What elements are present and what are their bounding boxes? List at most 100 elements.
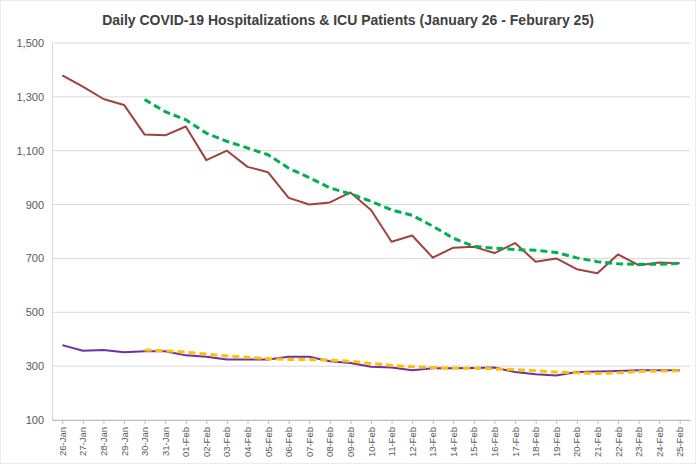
x-tick: 20-Feb: [571, 420, 582, 457]
x-tick: 07-Feb: [304, 420, 315, 457]
x-tick-mark: [103, 420, 104, 424]
x-tick: 06-Feb: [283, 420, 294, 457]
x-tick: 02-Feb: [201, 420, 212, 457]
x-tick-mark: [186, 420, 187, 424]
x-tick-label: 24-Feb: [654, 427, 665, 457]
x-tick-label: 31-Jan: [160, 427, 171, 456]
x-tick-label: 06-Feb: [283, 427, 294, 457]
x-tick-label: 25-Feb: [674, 427, 685, 457]
grid-line: [52, 150, 690, 151]
series-line: [145, 100, 680, 265]
y-tick-label: 1,300: [16, 91, 44, 103]
x-tick-label: 05-Feb: [263, 427, 274, 457]
x-tick-label: 30-Jan: [139, 427, 150, 456]
x-tick-mark: [124, 420, 125, 424]
y-tick-label: 300: [26, 360, 44, 372]
y-tick: 1,300: [16, 91, 52, 103]
y-tick: 500: [26, 306, 52, 318]
x-tick: 11-Feb: [386, 420, 397, 456]
x-tick: 27-Jan: [77, 420, 88, 456]
y-tick: 700: [26, 252, 52, 264]
x-tick-label: 18-Feb: [530, 427, 541, 457]
x-tick-mark: [433, 420, 434, 424]
y-axis-line: [52, 44, 53, 421]
x-tick-mark: [597, 420, 598, 424]
x-tick-mark: [165, 420, 166, 424]
x-tick-mark: [227, 420, 228, 424]
x-tick: 14-Feb: [448, 420, 459, 457]
x-tick-mark: [248, 420, 249, 424]
x-tick: 26-Jan: [57, 420, 68, 456]
x-tick-mark: [515, 420, 516, 424]
x-tick-label: 10-Feb: [366, 427, 377, 457]
x-axis: 26-Jan 27-Jan 28-Jan 29-Jan 30-Jan 31-Jan 01-F…: [53, 420, 691, 457]
x-tick-mark: [536, 420, 537, 424]
x-tick-mark: [309, 420, 310, 424]
x-tick: 05-Feb: [263, 420, 274, 457]
x-tick-mark: [83, 420, 84, 424]
y-tick-label: 100: [26, 414, 44, 426]
x-tick-label: 02-Feb: [201, 427, 212, 457]
x-tick-label: 22-Feb: [613, 427, 624, 457]
series-line: [62, 75, 679, 273]
chart: 100 300 500 700 900 1,100 1,300 1,500 26-Jan 27-J…: [0, 0, 696, 464]
x-tick: 30-Jan: [139, 420, 150, 456]
x-tick-mark: [62, 420, 63, 424]
x-tick-label: 20-Feb: [571, 427, 582, 457]
grid-line: [52, 96, 690, 97]
x-tick: 09-Feb: [345, 420, 356, 457]
y-tick-label: 500: [26, 306, 44, 318]
x-tick: 03-Feb: [221, 420, 232, 457]
y-tick: 900: [26, 199, 52, 211]
x-tick-label: 13-Feb: [427, 427, 438, 457]
x-tick: 10-Feb: [366, 420, 377, 457]
x-tick-mark: [639, 420, 640, 424]
plot-area: [62, 75, 679, 375]
x-tick-mark: [618, 420, 619, 424]
x-tick-mark: [556, 420, 557, 424]
x-tick-mark: [371, 420, 372, 424]
x-tick-mark: [145, 420, 146, 424]
x-tick: 23-Feb: [633, 420, 644, 457]
y-tick-label: 700: [26, 252, 44, 264]
x-tick: 24-Feb: [654, 420, 665, 457]
x-tick-label: 27-Jan: [77, 427, 88, 456]
x-tick: 08-Feb: [324, 420, 335, 457]
x-tick-label: 01-Feb: [180, 427, 191, 457]
x-tick-label: 11-Feb: [386, 427, 397, 456]
y-tick: 100: [26, 414, 52, 426]
series-line: [62, 345, 679, 375]
y-tick-label: 900: [26, 199, 44, 211]
x-tick-label: 26-Jan: [57, 427, 68, 456]
x-tick-label: 09-Feb: [345, 427, 356, 457]
x-tick: 12-Feb: [407, 420, 418, 457]
x-tick: 17-Feb: [510, 420, 521, 457]
grid-line: [52, 312, 690, 313]
grid-line: [52, 43, 690, 44]
y-tick-label: 1,500: [16, 37, 44, 49]
x-tick: 16-Feb: [489, 420, 500, 457]
x-tick-mark: [659, 420, 660, 424]
x-tick: 29-Jan: [119, 420, 130, 456]
x-tick-mark: [330, 420, 331, 424]
x-tick-label: 21-Feb: [592, 427, 603, 457]
y-tick-label: 1,100: [16, 145, 44, 157]
x-tick-mark: [680, 420, 681, 424]
x-tick: 04-Feb: [242, 420, 253, 457]
x-tick-mark: [392, 420, 393, 424]
x-tick-mark: [474, 420, 475, 424]
background: [0, 0, 696, 464]
x-tick-label: 28-Jan: [98, 427, 109, 456]
x-tick-mark: [206, 420, 207, 424]
grid: [52, 43, 690, 420]
x-tick-mark: [453, 420, 454, 424]
x-tick: 28-Jan: [98, 420, 109, 456]
x-tick: 31-Jan: [160, 420, 171, 456]
x-tick-mark: [494, 420, 495, 424]
y-tick: 1,100: [16, 145, 52, 157]
x-tick-label: 19-Feb: [551, 427, 562, 457]
x-tick-label: 12-Feb: [407, 427, 418, 457]
x-tick: 15-Feb: [468, 420, 479, 457]
x-tick-mark: [268, 420, 269, 424]
grid-line: [52, 204, 690, 205]
